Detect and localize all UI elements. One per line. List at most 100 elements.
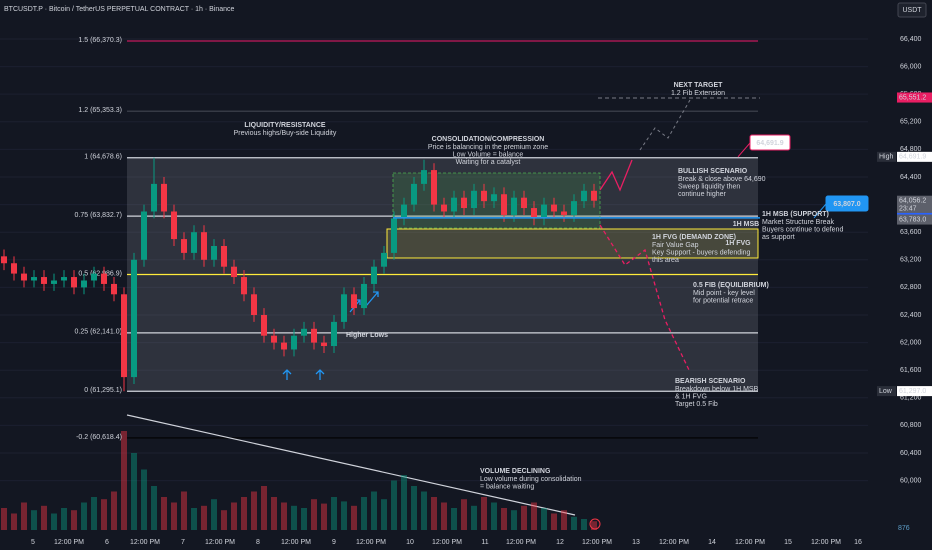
currency-button[interactable] (897, 2, 927, 18)
currency[interactable]: USDT (902, 7, 922, 14)
annotation-title: 1H MSB (SUPPORT) (762, 211, 829, 218)
alert-icon (589, 518, 601, 530)
candle-body (551, 204, 557, 212)
annotation-title: BEARISH SCENARIO (675, 378, 746, 385)
volume-bar (351, 505, 357, 530)
candle-body (511, 197, 517, 215)
annotation-line: = balance waiting (480, 483, 534, 490)
volume-bar (411, 486, 417, 530)
x-tick-label: 10 (406, 539, 414, 546)
volume-bar (251, 491, 257, 530)
candle-body (261, 314, 267, 336)
volume-tag: 876 (898, 525, 910, 532)
volume-bar (521, 505, 527, 530)
volume-bar (491, 502, 497, 530)
price-tag-label: 65,551.2 (899, 94, 926, 101)
y-tick-label: 60,800 (900, 422, 922, 429)
candle-body (491, 194, 497, 202)
volume-bar (141, 469, 147, 530)
x-tick-label: 8 (256, 539, 260, 546)
price-tag-label: 64,691.9 (899, 154, 926, 161)
candle-body (461, 197, 467, 209)
x-tick-label: 12:00 PM (659, 539, 689, 546)
volume-bar (151, 486, 157, 530)
price-tag-name-box (877, 151, 896, 162)
volume-bar (1, 508, 7, 530)
annotation-line: Previous highs/Buy-side Liquidity (234, 130, 337, 137)
volume-bar (201, 505, 207, 530)
price-tag-label: 64,056.2 (899, 198, 926, 205)
candle-body (361, 283, 367, 309)
volume-bar (451, 508, 457, 530)
volume-bar (11, 513, 17, 530)
candle-body (1, 256, 7, 264)
candle-body (151, 183, 157, 212)
volume-bar (101, 499, 107, 530)
symbol-header: BTCUSDT.P · Bitcoin / TetherUS PERPETUAL… (4, 6, 235, 13)
price-tag (897, 214, 932, 225)
volume-bar (281, 502, 287, 530)
candle-body (91, 273, 97, 281)
annotation-title: 0.5 FIB (EQUILIBRIUM) (693, 282, 769, 289)
candle-body (71, 277, 77, 288)
x-tick-label: 15 (784, 539, 792, 546)
fvg-zone (386, 228, 759, 259)
volume-bar (501, 508, 507, 530)
fib-label: 1.5 (66,370.3) (78, 37, 122, 44)
annotation-title: VOLUME DECLINING (480, 468, 551, 475)
volume-bar (481, 497, 487, 530)
volume-bar (71, 510, 77, 530)
fib-label: 0 (61,295.1) (84, 387, 122, 394)
annotation-title: 1H FVG (DEMAND ZONE) (652, 234, 736, 241)
volume-bar (551, 513, 557, 530)
candle-body (501, 194, 507, 215)
price-tag (897, 195, 932, 214)
volume-bar (261, 486, 267, 530)
x-tick-label: 12:00 PM (281, 539, 311, 546)
volume-bar (361, 497, 367, 530)
volume-bar (81, 502, 87, 530)
y-tick-label: 61,200 (900, 395, 922, 402)
y-tick-label: 63,200 (900, 257, 922, 264)
candle-body (21, 273, 27, 281)
candle-body (411, 183, 417, 205)
candle-body (321, 342, 327, 347)
candle-body (451, 197, 457, 212)
x-tick-label: 12:00 PM (54, 539, 84, 546)
annotation-title: NEXT TARGET (674, 82, 724, 89)
candle-body (441, 204, 447, 212)
candle-body (431, 170, 437, 205)
volume-bar (161, 497, 167, 530)
price-tag-countdown: 23:47 (899, 206, 917, 213)
price-tag-label: 61,297.0 (899, 388, 926, 395)
annotation-line: continue higher (678, 191, 727, 198)
candle-body (31, 277, 37, 281)
volume-bar (371, 491, 377, 530)
candle-body (381, 252, 387, 267)
candle-body (351, 294, 357, 309)
candle-body (171, 211, 177, 240)
y-tick-label: 60,000 (900, 477, 922, 484)
annotation-line: Buyers continue to defend (762, 226, 843, 233)
volume-bar (241, 497, 247, 530)
fib-label: 1.2 (65,353.3) (78, 107, 122, 114)
fib-label: 0.75 (63,832.7) (75, 212, 122, 219)
candle-body (331, 321, 337, 347)
candle-body (581, 190, 587, 202)
candle-body (541, 204, 547, 219)
candle-body (271, 335, 277, 343)
x-tick-label: 12:00 PM (205, 539, 235, 546)
x-tick-label: 9 (332, 539, 336, 546)
volume-bar (271, 497, 277, 530)
volume-bar (131, 453, 137, 530)
candle-body (141, 211, 147, 260)
volume-bar (111, 491, 117, 530)
annotation-title: CONSOLIDATION/COMPRESSION (432, 136, 545, 143)
volume-bar (301, 508, 307, 530)
candle-body (231, 266, 237, 278)
candle-body (531, 208, 537, 219)
fib-label: 1 (64,678.6) (84, 154, 122, 161)
annotation-line: Target 0.5 Fib (675, 401, 718, 408)
volume-bar (591, 521, 597, 530)
y-tick-label: 62,000 (900, 339, 922, 346)
